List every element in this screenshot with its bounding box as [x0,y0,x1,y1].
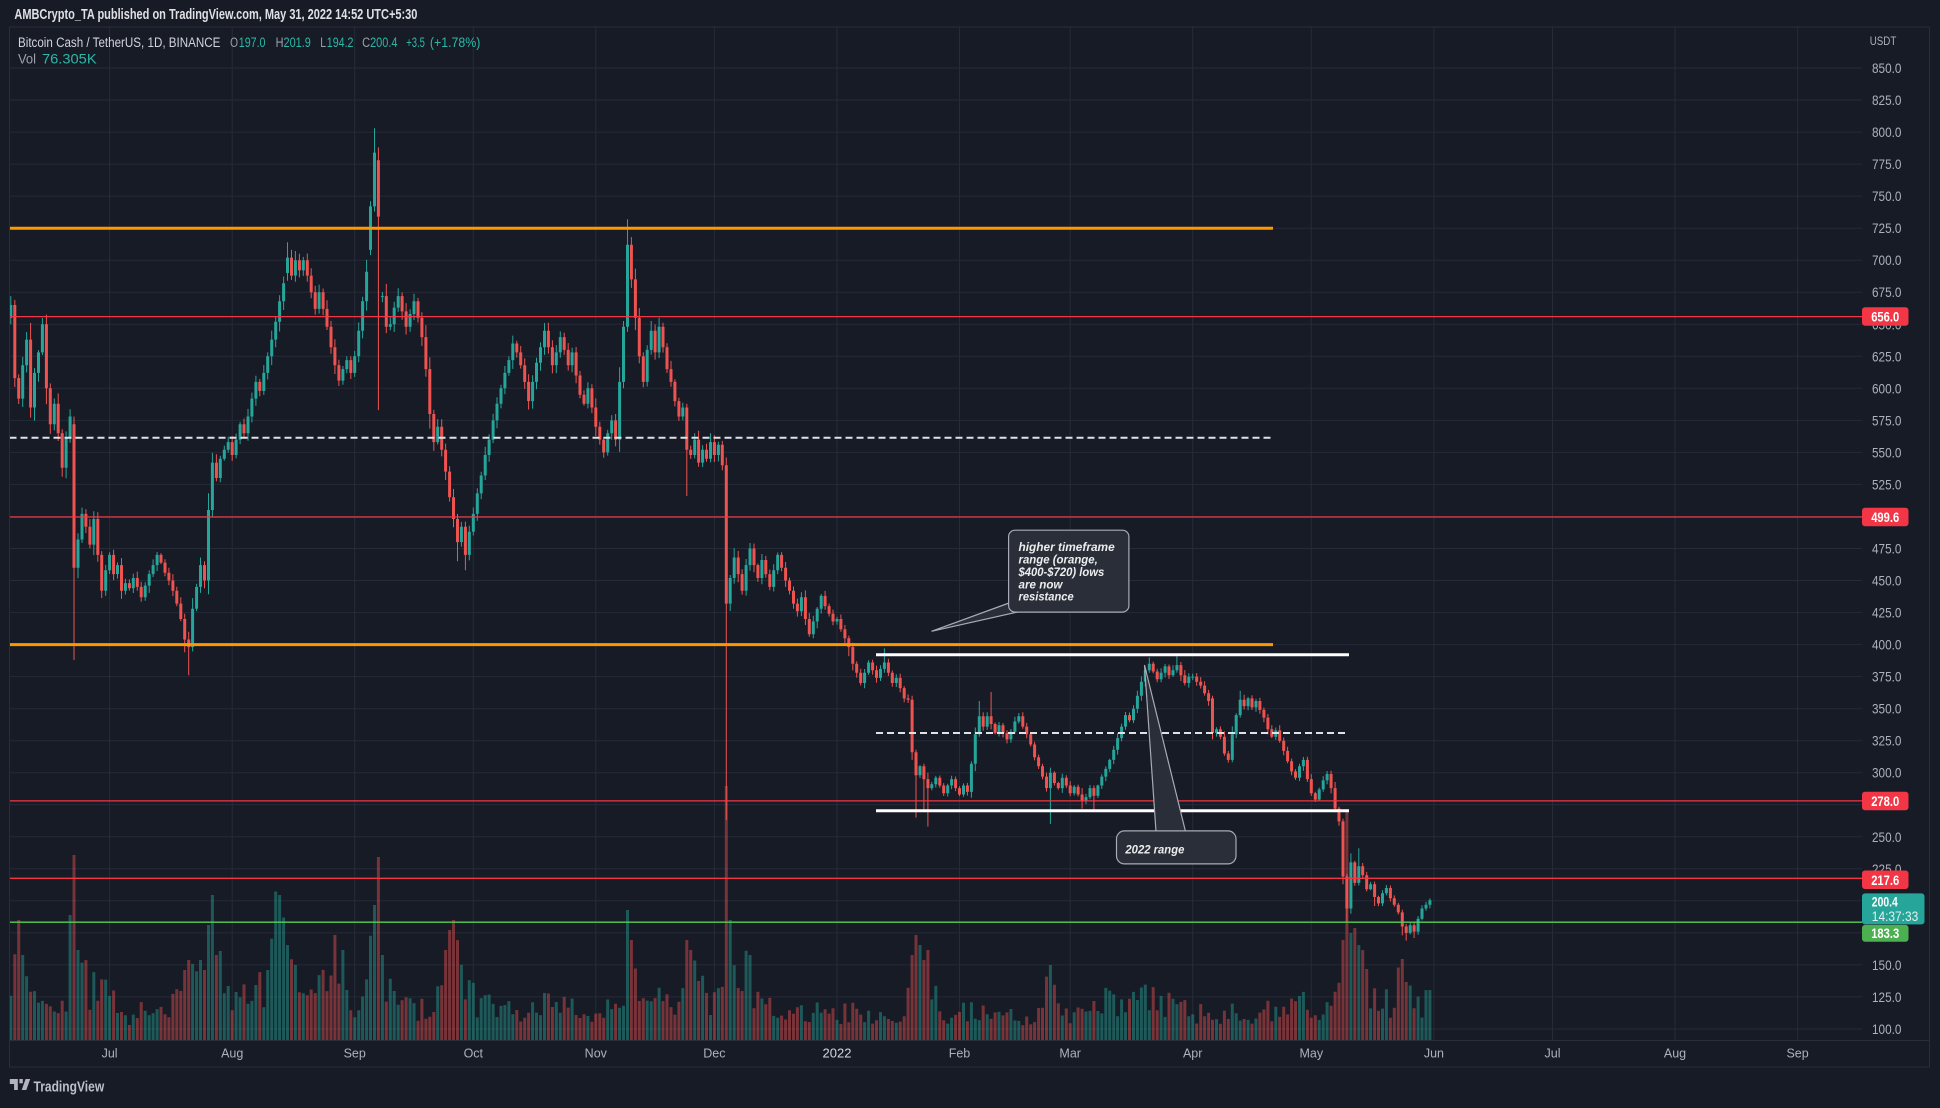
svg-text:575.0: 575.0 [1872,412,1902,428]
svg-text:Aug: Aug [1664,1047,1686,1061]
svg-text:Jun: Jun [1424,1047,1444,1061]
svg-text:700.0: 700.0 [1872,252,1902,268]
svg-text:217.6: 217.6 [1871,872,1899,888]
svg-text:499.6: 499.6 [1871,509,1899,525]
svg-text:O: O [230,35,238,50]
svg-text:600.0: 600.0 [1872,380,1902,396]
svg-text:400.0: 400.0 [1872,637,1902,653]
svg-text:Oct: Oct [464,1047,484,1061]
svg-text:Sep: Sep [344,1047,366,1061]
svg-text:656.0: 656.0 [1871,309,1899,325]
svg-text:Jul: Jul [102,1047,118,1061]
svg-text:850.0: 850.0 [1872,60,1902,76]
svg-text:800.0: 800.0 [1872,124,1902,140]
svg-text:L: L [320,35,326,50]
svg-text:375.0: 375.0 [1872,669,1902,685]
svg-text:625.0: 625.0 [1872,348,1902,364]
svg-text:194.2: 194.2 [327,35,354,50]
svg-text:Feb: Feb [949,1047,971,1061]
svg-text:AMBCrypto_TA published on Trad: AMBCrypto_TA published on TradingView.co… [14,7,417,23]
svg-text:USDT: USDT [1870,36,1897,48]
svg-text:197.0: 197.0 [239,35,266,50]
svg-text:higher timeframe: higher timeframe [1019,542,1116,554]
svg-text:Sep: Sep [1786,1047,1808,1061]
svg-text:Bitcoin Cash / TetherUS, 1D, B: Bitcoin Cash / TetherUS, 1D, BINANCE [18,35,220,50]
svg-text:Apr: Apr [1183,1047,1202,1061]
svg-text:525.0: 525.0 [1872,476,1902,492]
svg-text:May: May [1299,1047,1323,1061]
svg-text:76.305K: 76.305K [42,52,97,67]
svg-text:Vol: Vol [18,52,36,67]
svg-text:$400-$720) lows: $400-$720) lows [1018,567,1105,579]
svg-text:675.0: 675.0 [1872,284,1902,300]
svg-text:775.0: 775.0 [1872,156,1902,172]
svg-text:183.3: 183.3 [1871,925,1899,941]
svg-text:475.0: 475.0 [1872,541,1902,557]
svg-text:Mar: Mar [1059,1047,1081,1061]
svg-text:250.0: 250.0 [1872,829,1902,845]
svg-text:350.0: 350.0 [1872,701,1902,717]
svg-text:are now: are now [1019,580,1064,592]
svg-text:100.0: 100.0 [1872,1021,1902,1037]
svg-text:Aug: Aug [221,1047,243,1061]
svg-text:range (orange,: range (orange, [1019,555,1098,567]
svg-text:150.0: 150.0 [1872,957,1902,973]
svg-text:200.4: 200.4 [370,35,398,50]
svg-text:TradingView: TradingView [34,1079,105,1096]
svg-text:450.0: 450.0 [1872,573,1902,589]
svg-text:resistance: resistance [1019,592,1075,604]
svg-text:2022 range: 2022 range [1124,844,1185,856]
svg-text:325.0: 325.0 [1872,733,1902,749]
svg-text:425.0: 425.0 [1872,605,1902,621]
svg-text:125.0: 125.0 [1872,989,1902,1005]
svg-text:Jul: Jul [1545,1047,1561,1061]
svg-text:+3.5: +3.5 [406,35,425,50]
svg-text:825.0: 825.0 [1872,92,1902,108]
svg-text:550.0: 550.0 [1872,444,1902,460]
svg-text:C: C [362,35,370,50]
svg-text:Nov: Nov [585,1047,608,1061]
svg-text:Dec: Dec [703,1047,725,1061]
svg-text:750.0: 750.0 [1872,188,1902,204]
svg-text:201.9: 201.9 [284,35,311,50]
svg-text:725.0: 725.0 [1872,220,1902,236]
svg-text:200.4: 200.4 [1872,894,1898,910]
svg-text:(+1.78%): (+1.78%) [430,35,481,50]
svg-text:14:37:33: 14:37:33 [1872,909,1919,924]
svg-text:300.0: 300.0 [1872,765,1902,781]
svg-text:H: H [276,35,284,50]
svg-text:2022: 2022 [823,1046,852,1061]
svg-text:278.0: 278.0 [1871,793,1899,809]
